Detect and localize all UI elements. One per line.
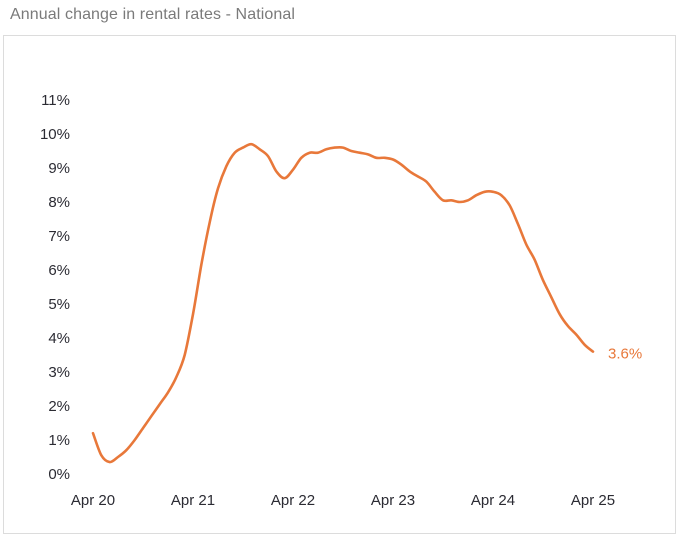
x-tick-label: Apr 25 bbox=[571, 492, 615, 509]
y-tick-label: 9% bbox=[48, 160, 70, 177]
y-tick-label: 0% bbox=[48, 466, 70, 483]
x-tick-label: Apr 23 bbox=[371, 492, 415, 509]
y-tick-label: 5% bbox=[48, 296, 70, 313]
y-tick-label: 1% bbox=[48, 432, 70, 449]
y-tick-label: 11% bbox=[41, 92, 70, 109]
y-tick-label: 4% bbox=[48, 330, 70, 347]
end-value-label: 3.6% bbox=[608, 346, 642, 363]
y-tick-label: 8% bbox=[48, 194, 70, 211]
x-tick-label: Apr 22 bbox=[271, 492, 315, 509]
x-axis-ticks: Apr 20 Apr 21 Apr 22 Apr 23 Apr 24 Apr 25 bbox=[71, 492, 615, 509]
y-tick-label: 7% bbox=[48, 228, 70, 245]
chart-frame bbox=[3, 35, 676, 534]
chart-title: Annual change in rental rates - National bbox=[10, 6, 296, 23]
rental-rate-line bbox=[91, 142, 595, 464]
y-tick-label: 3% bbox=[48, 364, 70, 381]
x-tick-label: Apr 24 bbox=[471, 492, 515, 509]
x-tick-label: Apr 21 bbox=[171, 492, 215, 509]
y-tick-label: 10% bbox=[40, 126, 70, 143]
y-axis-ticks: 0% 1% 2% 3% 4% 5% 6% 7% 8% 9% 10% 11% bbox=[40, 92, 70, 483]
y-tick-label: 6% bbox=[48, 262, 70, 279]
y-tick-label: 2% bbox=[48, 398, 70, 415]
x-tick-label: Apr 20 bbox=[71, 492, 115, 509]
